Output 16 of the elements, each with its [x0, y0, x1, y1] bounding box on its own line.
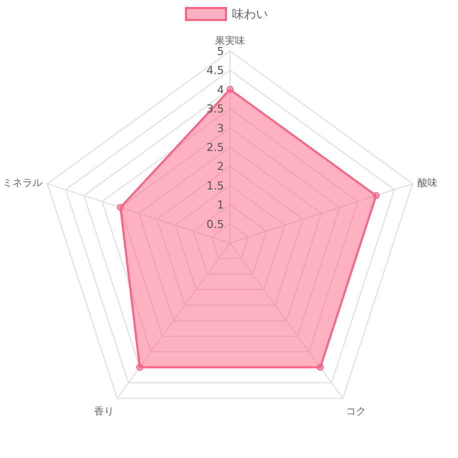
- y-tick-label: 4.5: [206, 64, 224, 78]
- y-tick-label: 1: [217, 198, 224, 212]
- spoke-label: 酸味: [417, 177, 438, 190]
- y-tick-label: 3.5: [206, 102, 224, 116]
- y-tick-label: 2: [217, 160, 224, 174]
- y-tick-label: 0.5: [206, 218, 224, 231]
- spoke-label: 香り: [94, 405, 114, 418]
- y-tick-label: 2.5: [206, 141, 224, 154]
- legend-label: 味わい: [232, 7, 268, 21]
- y-tick-label: 4: [217, 83, 224, 96]
- spoke-label: 果実味: [215, 35, 245, 47]
- spoke-label: コク: [346, 406, 366, 418]
- y-tick-label: 1.5: [206, 179, 224, 192]
- y-tick-label: 5: [217, 45, 224, 58]
- y-tick-label: 3: [217, 122, 224, 135]
- spoke-label: ミネラル: [2, 178, 43, 190]
